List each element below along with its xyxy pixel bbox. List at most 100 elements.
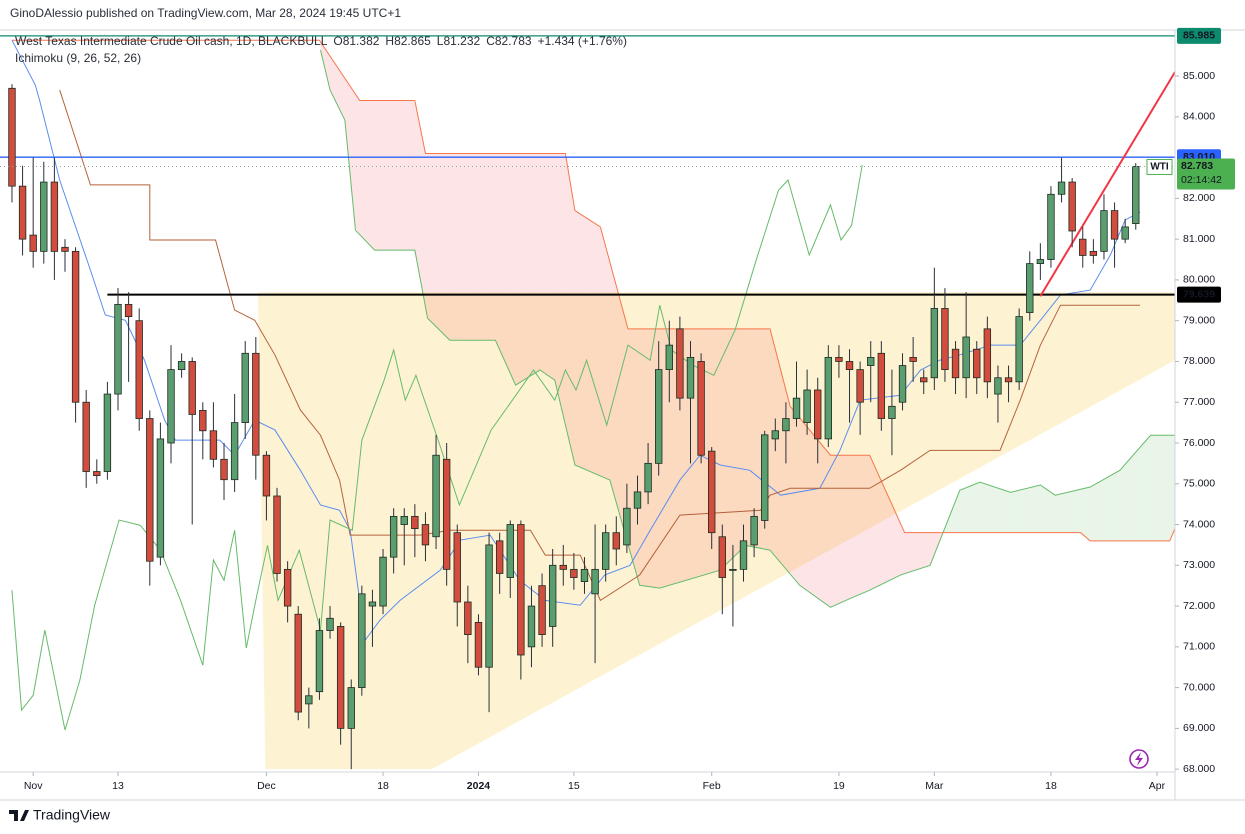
bolt-icon[interactable] <box>1129 749 1149 769</box>
cloud-fill <box>972 484 976 533</box>
candle-body <box>40 181 48 252</box>
cloud-fill <box>484 153 488 341</box>
cloud-fill <box>598 225 602 477</box>
candle-body <box>803 389 811 424</box>
cloud-fill <box>641 328 644 586</box>
candle-body <box>729 568 737 571</box>
cloud-fill <box>1049 491 1053 533</box>
cloud-fill <box>797 415 801 586</box>
cloud-fill <box>354 93 358 233</box>
cloud-fill <box>609 260 613 488</box>
cloud-fill <box>670 328 674 585</box>
cloud-fill <box>349 85 353 198</box>
cloud-fill <box>964 487 968 533</box>
candle-body <box>1132 166 1140 224</box>
cloud-fill <box>665 328 668 587</box>
candle-body <box>771 430 779 440</box>
cloud-fill <box>739 328 742 552</box>
cloud-fill <box>1001 489 1005 533</box>
cloud-fill <box>627 328 631 554</box>
cloud-fill <box>519 153 522 383</box>
cloud-fill <box>426 153 430 320</box>
cloud-fill <box>1054 494 1058 533</box>
cloud-fill <box>513 153 517 385</box>
candle-body <box>315 630 324 693</box>
x-tick-label: 18 <box>1045 780 1057 792</box>
cloud-fill <box>434 153 438 328</box>
cloud-fill <box>323 45 326 73</box>
cloud-fill <box>1126 460 1129 541</box>
cloud-fill <box>980 482 984 533</box>
cloud-fill <box>1091 484 1095 541</box>
cloud-fill <box>561 153 565 421</box>
cloud-fill <box>832 455 835 607</box>
candle-body <box>697 361 705 456</box>
candle-body <box>591 568 599 595</box>
cloud-fill <box>906 532 909 574</box>
quote-close: C82.783 <box>486 34 532 48</box>
candle-body <box>146 418 154 562</box>
cloud-fill <box>543 153 546 375</box>
cloud-fill <box>333 61 337 103</box>
footer-logo[interactable]: TradingView <box>9 807 111 823</box>
cloud-fill <box>855 455 859 597</box>
cloud-fill <box>638 328 642 586</box>
cloud-fill <box>476 153 480 341</box>
cloud-fill <box>545 153 549 376</box>
cloud-fill <box>720 328 724 570</box>
y-tick-label: 74.000 <box>1183 518 1215 530</box>
cloud-fill <box>728 328 732 562</box>
cloud-fill <box>969 485 973 533</box>
candle-body <box>835 356 843 362</box>
y-tick-label: 70.000 <box>1183 681 1215 693</box>
symbol-title: West Texas Intermediate Crude Oil cash, … <box>15 34 328 48</box>
candle-body <box>644 462 652 493</box>
cloud-fill <box>752 328 756 548</box>
cloud-fill <box>802 421 806 590</box>
candle-body <box>18 185 27 240</box>
cloud-fill <box>927 532 931 567</box>
cloud-fill <box>437 153 440 331</box>
cloud-fill <box>935 532 939 552</box>
cloud-fill <box>985 484 989 533</box>
cloud-fill <box>755 328 758 548</box>
candle-body <box>601 532 610 570</box>
cloud-fill <box>508 153 512 376</box>
cloud-fill <box>898 518 901 577</box>
cloud-fill <box>813 434 817 598</box>
level-label: 85.985 <box>1183 30 1215 42</box>
level-label: 79.639 <box>1183 288 1215 300</box>
cloud-fill <box>566 163 570 443</box>
cloud-fill <box>466 153 469 341</box>
candle-body <box>548 564 557 627</box>
cloud-fill <box>1134 450 1137 541</box>
cloud-fill <box>794 412 798 583</box>
cloud-fill <box>890 500 893 581</box>
cloud-fill <box>1083 487 1087 538</box>
cloud-fill <box>900 524 904 575</box>
cloud-fill <box>808 428 811 594</box>
candle-body <box>782 418 790 432</box>
cloud-fill <box>468 153 472 341</box>
cloud-span-b <box>11 39 1175 542</box>
cloud-fill <box>439 153 443 333</box>
cloud-fill <box>1020 489 1023 533</box>
x-tick-label: 18 <box>377 780 389 792</box>
cloud-fill <box>389 100 393 251</box>
cloud-fill <box>487 153 491 341</box>
candle-body <box>739 540 748 570</box>
cloud-fill <box>548 153 552 378</box>
cloud-fill <box>339 69 342 114</box>
x-tick-label: Mar <box>925 780 944 792</box>
cloud-fill <box>810 431 814 596</box>
icon-circle <box>1129 749 1149 769</box>
cloud-fill <box>1110 474 1113 541</box>
cloud-fill <box>498 153 501 353</box>
candle-body <box>517 524 525 656</box>
cloud-fill <box>559 153 562 410</box>
cloud-fill <box>535 153 538 373</box>
candle-body <box>273 495 281 574</box>
cloud-fill <box>479 153 483 341</box>
candle-body <box>1110 210 1119 240</box>
candle-body <box>336 626 345 729</box>
